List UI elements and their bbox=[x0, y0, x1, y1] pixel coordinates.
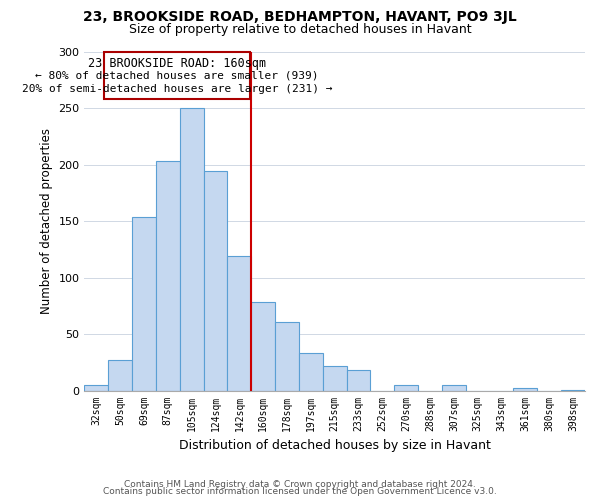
Bar bbox=[108, 360, 132, 391]
Bar bbox=[275, 322, 299, 391]
Bar bbox=[561, 390, 585, 391]
Y-axis label: Number of detached properties: Number of detached properties bbox=[40, 128, 53, 314]
Text: 23 BROOKSIDE ROAD: 160sqm: 23 BROOKSIDE ROAD: 160sqm bbox=[88, 57, 266, 70]
Text: Contains HM Land Registry data © Crown copyright and database right 2024.: Contains HM Land Registry data © Crown c… bbox=[124, 480, 476, 489]
Bar bbox=[180, 108, 203, 391]
Bar bbox=[347, 370, 370, 391]
Bar bbox=[104, 52, 250, 99]
Text: Contains public sector information licensed under the Open Government Licence v3: Contains public sector information licen… bbox=[103, 487, 497, 496]
Bar bbox=[85, 386, 108, 391]
Text: 20% of semi-detached houses are larger (231) →: 20% of semi-detached houses are larger (… bbox=[22, 84, 332, 94]
Bar bbox=[132, 217, 156, 391]
Bar bbox=[299, 352, 323, 391]
Text: Size of property relative to detached houses in Havant: Size of property relative to detached ho… bbox=[128, 22, 472, 36]
Bar bbox=[251, 302, 275, 391]
Bar bbox=[156, 162, 180, 391]
Bar bbox=[442, 386, 466, 391]
Text: 23, BROOKSIDE ROAD, BEDHAMPTON, HAVANT, PO9 3JL: 23, BROOKSIDE ROAD, BEDHAMPTON, HAVANT, … bbox=[83, 10, 517, 24]
Bar bbox=[323, 366, 347, 391]
Bar bbox=[514, 388, 538, 391]
X-axis label: Distribution of detached houses by size in Havant: Distribution of detached houses by size … bbox=[179, 440, 491, 452]
Bar bbox=[394, 386, 418, 391]
Text: ← 80% of detached houses are smaller (939): ← 80% of detached houses are smaller (93… bbox=[35, 70, 319, 81]
Bar bbox=[203, 172, 227, 391]
Bar bbox=[227, 256, 251, 391]
